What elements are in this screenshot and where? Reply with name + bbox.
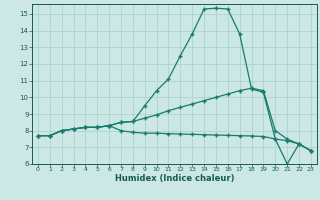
X-axis label: Humidex (Indice chaleur): Humidex (Indice chaleur) (115, 174, 234, 183)
